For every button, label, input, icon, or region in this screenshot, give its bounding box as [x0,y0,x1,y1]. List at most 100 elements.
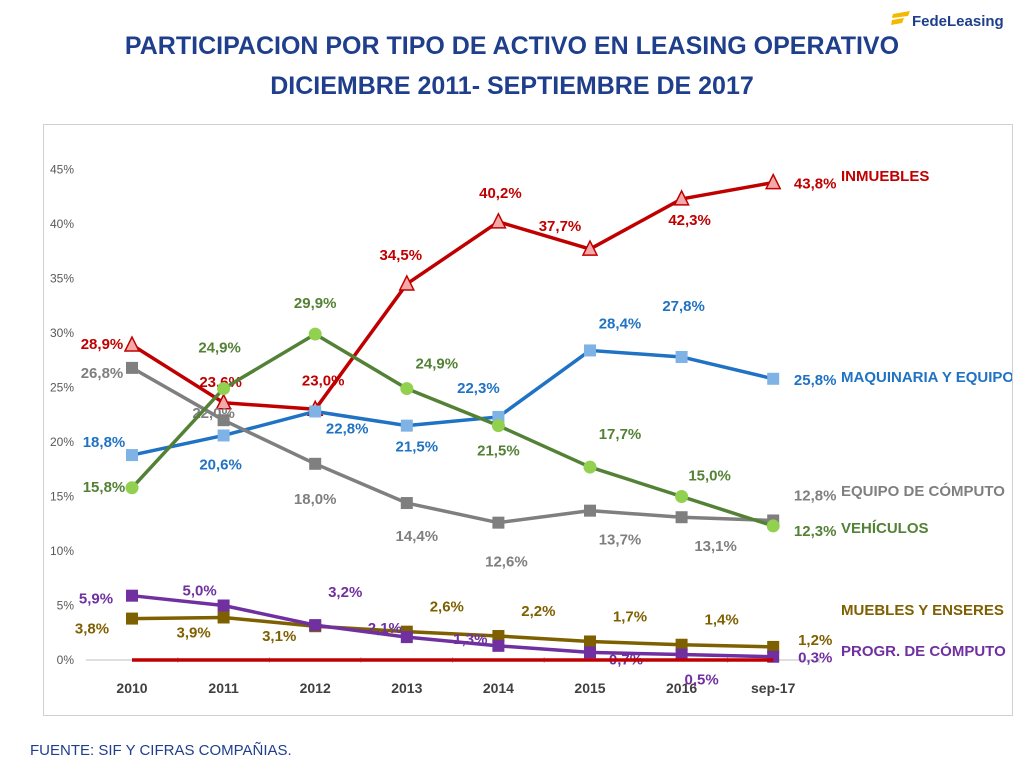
marker-inmuebles [764,172,782,190]
series-line-equipo-de-c-mputo [131,366,774,525]
data-label-progr-de-c-mputo: 5,9% [79,591,113,608]
data-label-inmuebles: 37,7% [539,218,582,235]
marker-muebles-y-enseres [584,635,596,648]
marker-equipo-de-c-mputo [126,361,138,374]
marker-maquinaria-y-equipo [767,372,780,385]
data-label-veh-culos: 12,3% [794,523,837,540]
marker-progr-de-c-mputo [492,639,505,652]
marker-maquinaria-y-equipo [126,449,138,462]
marker-veh-culos [766,519,780,533]
marker-equipo-de-c-mputo [400,497,413,510]
data-label-maquinaria-y-equipo: 18,8% [83,434,126,451]
marker-equipo-de-c-mputo [584,504,596,517]
chart-title-line2: DICIEMBRE 2011- SEPTIEMBRE DE 2017 [270,72,754,100]
data-label-equipo-de-c-mputo: 18,0% [294,491,337,508]
data-label-progr-de-c-mputo: 3,2% [328,584,362,601]
marker-maquinaria-y-equipo [309,405,322,418]
data-label-maquinaria-y-equipo: 27,8% [662,298,705,315]
y-tick-label: 35% [50,272,74,286]
data-label-progr-de-c-mputo: 1,3% [453,631,487,648]
data-label-equipo-de-c-mputo: 13,1% [694,538,737,555]
legend-label-inmuebles: INMUEBLES [841,168,929,185]
x-tick-label: 2012 [300,680,331,696]
legend-label-progr-de-c-mputo: PROGR. DE CÓMPUTO [841,642,1006,660]
marker-muebles-y-enseres [675,638,688,651]
y-tick-label: 45% [50,163,74,177]
chart-area: 0% 5% 10% 15% 20% 25% 30% 35% 40% 45% 2010 2011 2012… [43,124,1013,716]
data-label-veh-culos: 24,9% [416,356,459,373]
y-tick-label: 0% [57,653,75,667]
legend-label-maquinaria-y-equipo: MAQUINARIA Y EQUIPO [841,369,1012,386]
y-tick-label: 15% [50,490,74,504]
chart-title-line1: PARTICIPACION POR TIPO DE ACTIVO EN LEAS… [124,32,900,60]
marker-veh-culos [217,382,231,396]
marker-equipo-de-c-mputo [309,457,322,470]
marker-progr-de-c-mputo [217,599,230,612]
series-line-progr-de-c-mputo [131,593,774,659]
data-label-muebles-y-enseres: 1,7% [613,608,647,625]
fedeleasing-logo: FedeLeasing [890,8,1015,38]
data-label-equipo-de-c-mputo: 12,8% [794,487,837,504]
data-label-veh-culos: 29,9% [294,295,337,312]
data-label-progr-de-c-mputo: 0,3% [798,650,832,667]
data-label-progr-de-c-mputo: 5,0% [182,583,216,600]
marker-muebles-y-enseres [126,612,138,625]
y-tick-label: 30% [50,326,74,340]
marker-progr-de-c-mputo [675,648,688,661]
marker-maquinaria-y-equipo [584,344,596,357]
marker-progr-de-c-mputo [400,631,413,644]
marker-veh-culos [583,460,597,474]
data-label-maquinaria-y-equipo: 21,5% [396,439,439,456]
data-label-veh-culos: 21,5% [477,443,520,460]
data-label-progr-de-c-mputo: 0,5% [684,672,718,689]
marker-progr-de-c-mputo [584,646,596,659]
marker-veh-culos [308,327,322,341]
marker-muebles-y-enseres [492,630,505,643]
data-label-muebles-y-enseres: 1,2% [798,632,832,649]
marker-maquinaria-y-equipo [400,419,413,432]
legend-label-muebles-y-enseres: MUEBLES Y ENSERES [841,602,1004,619]
logo-icon [891,11,910,25]
x-tick-label: 2011 [208,680,239,696]
data-label-muebles-y-enseres: 3,1% [262,628,296,645]
data-label-inmuebles: 43,8% [794,176,837,193]
x-tick-label: 2016 [666,680,697,696]
data-label-maquinaria-y-equipo: 20,6% [199,456,242,473]
data-label-equipo-de-c-mputo: 14,4% [396,528,439,545]
marker-equipo-de-c-mputo [217,414,230,427]
y-tick-label: 20% [50,435,74,449]
line-chart: 0% 5% 10% 15% 20% 25% 30% 35% 40% 45% 2010 2011 2012… [50,163,1012,697]
series-line-veh-culos [130,332,774,528]
marker-muebles-y-enseres [767,640,780,653]
data-label-inmuebles: 34,5% [380,247,423,264]
legend-label-veh-culos: VEHÍCULOS [841,520,929,537]
data-label-muebles-y-enseres: 2,2% [521,603,555,620]
data-label-muebles-y-enseres: 3,9% [176,624,210,641]
data-label-inmuebles: 42,3% [668,212,711,229]
data-label-muebles-y-enseres: 3,8% [75,621,109,638]
marker-equipo-de-c-mputo [675,511,688,524]
marker-maquinaria-y-equipo [675,350,688,363]
marker-progr-de-c-mputo [309,619,322,632]
logo-text: FedeLeasing [912,13,1004,30]
x-tick-label: sep-17 [751,680,796,696]
marker-muebles-y-enseres [217,611,230,624]
data-label-maquinaria-y-equipo: 28,4% [599,315,642,332]
series-line-inmuebles [131,180,774,412]
data-label-veh-culos: 17,7% [599,426,642,443]
data-label-equipo-de-c-mputo: 12,6% [485,554,528,571]
marker-inmuebles [398,274,416,291]
marker-progr-de-c-mputo [126,589,138,602]
marker-inmuebles [673,189,690,206]
data-label-progr-de-c-mputo: 2,1% [368,620,402,637]
y-tick-label: 40% [50,217,74,231]
data-label-maquinaria-y-equipo: 22,8% [326,420,369,437]
marker-inmuebles [123,335,141,352]
legend-label-equipo-de-c-mputo: EQUIPO DE CÓMPUTO [841,482,1005,500]
y-tick-label: 5% [57,599,75,613]
y-tick-label: 10% [50,544,74,558]
data-label-veh-culos: 15,8% [83,479,126,496]
data-label-equipo-de-c-mputo: 26,8% [81,365,124,382]
marker-maquinaria-y-equipo [217,429,230,442]
marker-inmuebles [490,212,507,229]
